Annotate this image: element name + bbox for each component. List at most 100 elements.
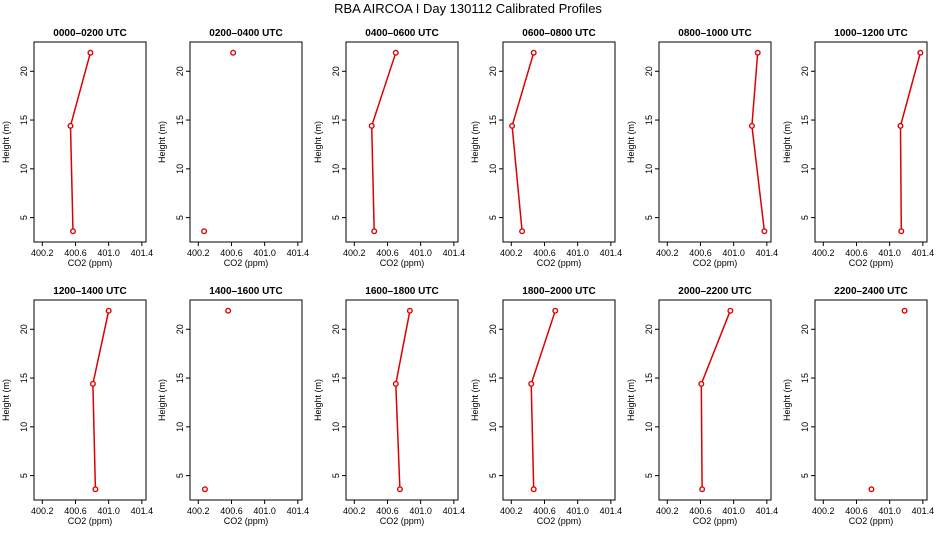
x-tick-label: 400.6 [376,248,399,258]
y-tick-label: 10 [175,164,185,174]
panel-title: 0600–0800 UTC [522,28,595,39]
x-tick-label: 400.2 [656,506,679,516]
y-tick-label: 20 [331,324,341,334]
data-point [201,486,208,493]
x-tick-label: 401.0 [97,248,120,258]
panel-frame [345,299,459,501]
panel-frame [814,41,928,243]
panel-frame [658,299,772,501]
x-tick-label: 401.0 [722,506,745,516]
y-tick-label: 20 [331,66,341,76]
panel-title: 2000–2200 UTC [678,286,751,297]
y-tick-label: 20 [488,324,498,334]
x-tick-label: 401.0 [97,506,120,516]
y-tick-label: 15 [175,373,185,383]
y-tick-label: 20 [800,324,810,334]
x-tick-label: 400.6 [689,506,712,516]
data-point [89,380,96,387]
panel-7: 1200–1400 UTC 400.2 400.6 401.0 401.4 5 10 15 20… [1,286,153,526]
x-axis-label: CO2 (ppm) [380,258,425,268]
panel-5: 0800–1000 UTC 400.2 400.6 401.0 401.4 5 10 15 20… [626,28,778,268]
y-tick-label: 15 [175,115,185,125]
panel-9: 1600–1800 UTC 400.2 400.6 401.0 401.4 5 10 15 20… [313,286,465,526]
data-point [67,122,74,129]
data-point [371,228,378,235]
data-point [92,486,99,493]
y-axis-label: Height (m) [470,121,480,163]
x-tick-label: 400.2 [343,506,366,516]
panel-title: 2200–2400 UTC [834,286,907,297]
x-tick-label: 400.6 [845,506,868,516]
y-tick-label: 15 [19,115,29,125]
y-axis-label: Height (m) [782,379,792,421]
x-axis-label: CO2 (ppm) [380,516,425,526]
data-point [761,228,768,235]
panel-frame [33,299,147,501]
y-tick-label: 5 [800,215,810,220]
x-tick-label: 401.4 [131,506,154,516]
profile-line [899,52,922,232]
y-tick-label: 10 [19,164,29,174]
x-tick-label: 400.2 [31,248,54,258]
data-point [69,228,76,235]
panel-frame [189,299,303,501]
data-point [727,307,734,314]
panel-12: 2200–2400 UTC 400.2 400.6 401.0 401.4 5 10 15 20… [782,286,934,526]
panel-frame [345,41,459,243]
y-tick-label: 5 [19,215,29,220]
x-tick-label: 400.6 [533,248,556,258]
data-point [898,228,905,235]
data-point [530,486,537,493]
x-tick-label: 401.4 [600,248,623,258]
data-point [406,307,413,314]
x-tick-label: 400.6 [220,248,243,258]
x-axis-label: CO2 (ppm) [68,258,113,268]
panel-3: 0400–0600 UTC 400.2 400.6 401.0 401.4 5 10 15 20… [313,28,465,268]
y-tick-label: 10 [19,422,29,432]
panel-frame [33,41,147,243]
x-axis-label: CO2 (ppm) [537,258,582,268]
x-tick-label: 401.4 [600,506,623,516]
x-axis-label: CO2 (ppm) [224,516,269,526]
x-tick-label: 400.6 [376,506,399,516]
x-tick-label: 401.4 [756,506,779,516]
panel-title: 1200–1400 UTC [53,286,126,297]
x-tick-label: 400.2 [187,506,210,516]
panel-10: 1800–2000 UTC 400.2 400.6 401.0 401.4 5 10 15 20… [470,286,622,526]
y-axis-label: Height (m) [1,121,11,163]
y-tick-label: 5 [331,215,341,220]
x-tick-label: 401.0 [566,506,589,516]
data-point [87,49,94,56]
y-tick-label: 15 [644,373,654,383]
data-point [530,49,537,56]
y-tick-label: 10 [800,422,810,432]
x-tick-label: 400.2 [500,506,523,516]
x-tick-label: 401.4 [912,248,935,258]
y-tick-label: 5 [488,473,498,478]
x-axis-label: CO2 (ppm) [849,516,894,526]
panel-11: 2000–2200 UTC 400.2 400.6 401.0 401.4 5 10 15 20… [626,286,778,526]
y-tick-label: 5 [175,215,185,220]
profile-line [69,52,92,232]
panel-2: 0200–0400 UTC 400.2 400.6 401.0 401.4 5 10 15 20… [157,28,309,268]
y-tick-label: 20 [175,324,185,334]
panel-frame [814,299,928,501]
y-tick-label: 10 [175,422,185,432]
y-tick-label: 20 [800,66,810,76]
y-tick-label: 15 [800,373,810,383]
data-point [368,122,375,129]
panel-title: 1800–2000 UTC [522,286,595,297]
x-tick-label: 400.2 [812,506,835,516]
y-axis-label: Height (m) [313,379,323,421]
x-tick-label: 401.4 [287,248,310,258]
data-point [528,380,535,387]
x-tick-label: 400.2 [31,506,54,516]
y-axis-label: Height (m) [1,379,11,421]
x-axis-label: CO2 (ppm) [849,258,894,268]
panel-4: 0600–0800 UTC 400.2 400.6 401.0 401.4 5 10 15 20… [470,28,622,268]
x-tick-label: 401.0 [253,506,276,516]
panel-title: 0200–0400 UTC [209,28,282,39]
x-tick-label: 401.4 [443,506,466,516]
y-tick-label: 20 [19,324,29,334]
